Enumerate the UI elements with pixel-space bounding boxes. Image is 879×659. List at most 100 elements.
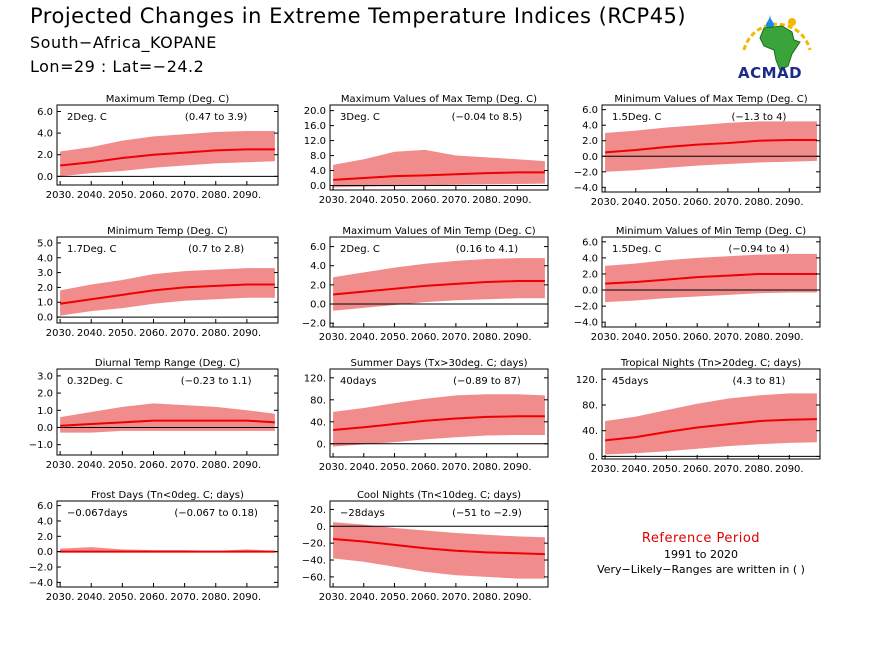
y-tick-label: 2.0	[37, 150, 53, 161]
chart-summary: 2Deg. C	[67, 112, 107, 123]
y-tick-label: 5.0	[37, 238, 53, 249]
y-tick-label: 3.0	[37, 268, 53, 279]
y-tick-label: 6.0	[37, 501, 53, 512]
x-tick-label: 2070.	[442, 195, 471, 206]
y-tick-label: 0.	[316, 439, 326, 450]
page-title: Projected Changes in Extreme Temperature…	[30, 4, 687, 28]
y-tick-label: 2.0	[582, 136, 598, 147]
chart-title: Frost Days (Tn<0deg. C; days)	[91, 490, 244, 501]
chart-summary: −28days	[340, 508, 385, 519]
chart-panel-11: 20. 0. −20. −40. −60. 2030. 2040. 2050. 2060. 207…	[302, 490, 549, 603]
chart-title: Maximum Values of Max Temp (Deg. C)	[341, 94, 537, 105]
y-tick-label: 120.	[576, 375, 598, 386]
median-line	[604, 138, 817, 154]
y-tick-label: −2.0	[574, 167, 598, 178]
y-tick-label: −2.0	[302, 319, 326, 330]
chart-panel-1: 6.0 4.0 2.0 0.0 2030. 2040. 2050. 2060. 2070. 208…	[37, 94, 279, 201]
x-tick-label: 2070.	[170, 190, 199, 201]
x-tick-label: 2060.	[411, 195, 440, 206]
plot-frame	[56, 104, 279, 186]
median-line	[333, 171, 545, 181]
likely-range-band	[60, 268, 275, 316]
location-name: South−Africa_KOPANE	[30, 33, 217, 52]
chart-range: (−0.04 to 8.5)	[452, 112, 523, 123]
x-tick-label: 2090.	[233, 460, 262, 471]
median-line	[332, 280, 545, 296]
likely-range-band	[605, 253, 817, 303]
x-tick-label: 2050.	[380, 332, 409, 343]
y-tick-label: 4.0	[37, 516, 53, 527]
x-tick-label: 2070.	[170, 460, 199, 471]
x-tick-label: 2090.	[775, 197, 804, 208]
likely-range-band	[60, 403, 275, 433]
median-line	[60, 148, 275, 167]
x-tick-label: 2030.	[591, 197, 620, 208]
chart-title: Minimum Temp (Deg. C)	[107, 226, 228, 237]
y-tick-label: 4.0	[37, 253, 53, 264]
chart-range: (−0.89 to 87)	[453, 376, 521, 387]
y-tick-label: 2.0	[37, 283, 53, 294]
chart-range: (−1.3 to 4)	[732, 112, 787, 123]
chart-panel-9: 120. 80. 40. 0.2030. 2040. 2050. 2060. 2070. 208…	[576, 358, 821, 475]
chart-range: (−0.067 to 0.18)	[174, 508, 258, 519]
x-tick-label: 2040.	[77, 592, 106, 603]
chart-range: (0.16 to 4.1)	[456, 244, 518, 255]
median-line	[59, 283, 275, 305]
x-tick-label: 2030.	[46, 328, 75, 339]
y-tick-label: −4.0	[574, 318, 598, 329]
y-tick-label: 0.0	[37, 547, 53, 558]
x-tick-label: 2030.	[591, 464, 620, 475]
likely-range-band	[605, 121, 817, 172]
y-tick-label: 12.0	[304, 136, 326, 147]
chart-panel-3: 6.0 4.0 2.0 0.0 −2.0 −4.0 2030. 2040. 2050. 2060.…	[574, 94, 821, 208]
chart-title: Maximum Temp (Deg. C)	[106, 94, 230, 105]
y-tick-label: −4.0	[574, 183, 598, 194]
y-tick-label: 4.0	[310, 261, 326, 272]
y-tick-label: −40.	[302, 556, 326, 567]
x-tick-label: 2060.	[139, 460, 168, 471]
likely-range-band	[333, 149, 545, 188]
x-tick-label: 2080.	[744, 197, 773, 208]
chart-summary: 1.7Deg. C	[67, 244, 116, 255]
x-tick-label: 2050.	[108, 592, 137, 603]
y-tick-label: 0.0	[37, 313, 53, 324]
likely-range-band	[605, 393, 817, 455]
x-tick-label: 2070.	[714, 332, 743, 343]
chart-title: Tropical Nights (Tn>20deg. C; days)	[620, 358, 801, 369]
x-tick-label: 2070.	[714, 464, 743, 475]
y-tick-label: 0.0	[310, 300, 326, 311]
acmad-logo-text: ACMAD	[738, 64, 803, 82]
reference-period-years: 1991 to 2020	[663, 548, 739, 561]
x-tick-label: 2060.	[683, 197, 712, 208]
location-coordinates: Lon=29 : Lat=−24.2	[30, 57, 205, 76]
x-tick-label: 2070.	[442, 332, 471, 343]
y-tick-label: 6.0	[582, 105, 598, 116]
chart-title: Diurnal Temp Range (Deg. C)	[95, 358, 240, 369]
chart-summary: 45days	[612, 376, 648, 387]
y-tick-label: 6.0	[310, 242, 326, 253]
y-tick-label: 20.	[310, 505, 326, 516]
chart-range: (−0.94 to 4)	[728, 244, 789, 255]
y-tick-label: −1.0	[29, 440, 53, 451]
chart-panel-10: 6.0 4.0 2.0 0.0 −2.0 −4.0 2030. 2040. 2050. 2060.…	[29, 490, 279, 603]
x-tick-label: 2040.	[77, 460, 106, 471]
x-tick-label: 2040.	[621, 464, 650, 475]
x-tick-label: 2060.	[683, 464, 712, 475]
chart-title: Minimum Values of Max Temp (Deg. C)	[614, 94, 807, 105]
x-tick-label: 2060.	[683, 332, 712, 343]
x-tick-label: 2040.	[349, 462, 378, 473]
x-tick-label: 2050.	[380, 195, 409, 206]
x-tick-label: 2060.	[411, 592, 440, 603]
y-tick-label: 4.0	[310, 166, 326, 177]
median-line	[332, 537, 545, 556]
median-line	[605, 272, 817, 285]
x-tick-label: 2090.	[503, 462, 532, 473]
x-tick-label: 2080.	[201, 592, 230, 603]
x-tick-label: 2080.	[744, 464, 773, 475]
x-tick-label: 2030.	[319, 592, 348, 603]
x-tick-label: 2060.	[139, 592, 168, 603]
y-tick-label: 40.	[310, 417, 326, 428]
chart-title: Cool Nights (Tn<10deg. C; days)	[357, 490, 521, 501]
